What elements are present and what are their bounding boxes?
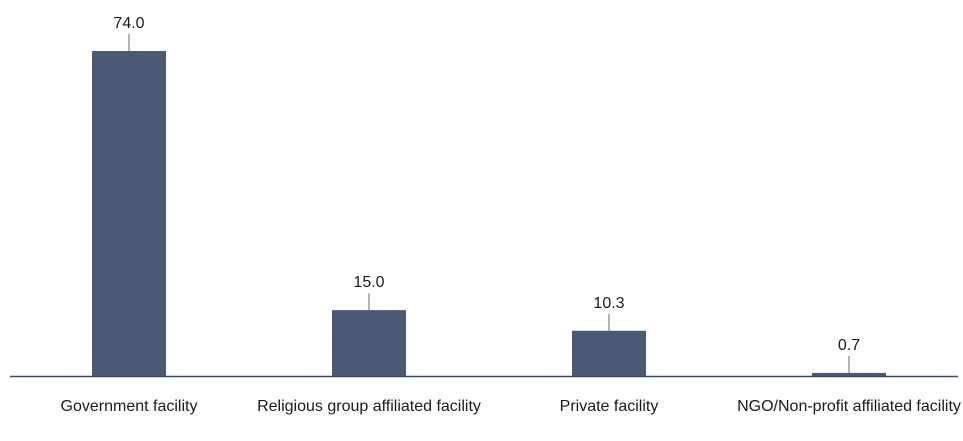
category-label-3: NGO/Non-profit affiliated facility bbox=[737, 398, 961, 415]
leader-lines-group bbox=[128, 34, 850, 373]
bar-2 bbox=[572, 330, 646, 376]
value-label-0: 74.0 bbox=[113, 15, 144, 32]
bar-0 bbox=[92, 51, 166, 376]
category-label-0: Government facility bbox=[60, 398, 198, 415]
category-label-1: Religious group affiliated facility bbox=[257, 398, 481, 415]
bar-3 bbox=[812, 372, 886, 376]
value-label-1: 15.0 bbox=[353, 274, 384, 291]
value-label-3: 0.7 bbox=[838, 337, 860, 354]
bars-group bbox=[92, 51, 886, 376]
value-label-2: 10.3 bbox=[593, 295, 624, 312]
bar-1 bbox=[332, 310, 406, 376]
category-label-2: Private facility bbox=[559, 398, 659, 415]
value-labels-group: 74.0 15.0 10.3 0.7 bbox=[113, 15, 860, 354]
